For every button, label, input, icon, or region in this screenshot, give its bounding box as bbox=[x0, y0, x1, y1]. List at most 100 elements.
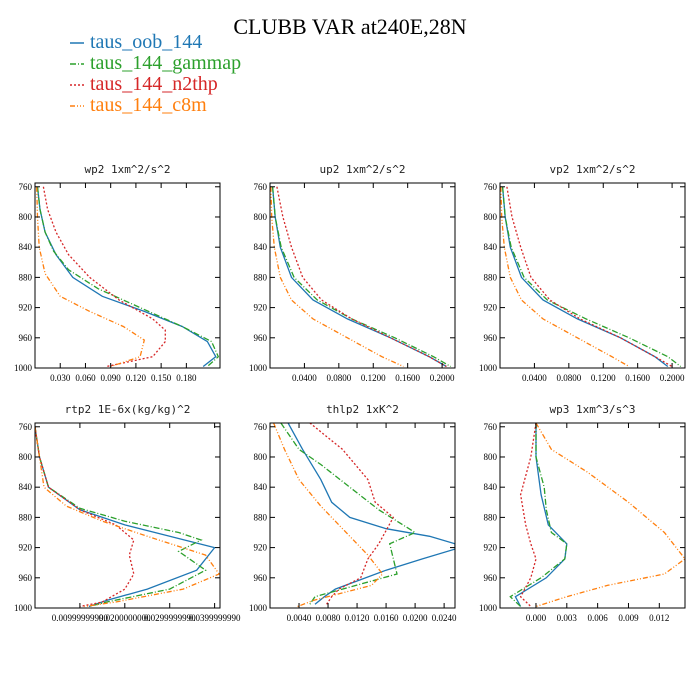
legend-label: taus_oob_144 bbox=[90, 31, 202, 53]
series-line bbox=[280, 423, 417, 605]
panel-title: up2 1xm^2/s^2 bbox=[319, 163, 405, 176]
panel-title: vp2 1xm^2/s^2 bbox=[549, 163, 635, 176]
x-tick-label: 0.0399999990 bbox=[189, 613, 241, 623]
x-tick-label: 0.1600 bbox=[395, 373, 420, 383]
x-tick-label: 0.0240 bbox=[432, 613, 457, 623]
x-tick-label: 0.006 bbox=[588, 613, 609, 623]
y-tick-label: 760 bbox=[254, 182, 268, 192]
series-line bbox=[276, 186, 447, 368]
y-tick-label: 960 bbox=[19, 573, 33, 583]
y-tick-label: 760 bbox=[254, 422, 268, 432]
x-tick-label: 0.2000 bbox=[660, 373, 685, 383]
y-tick-label: 840 bbox=[484, 482, 498, 492]
y-tick-label: 840 bbox=[254, 242, 268, 252]
y-tick-label: 920 bbox=[254, 543, 268, 553]
y-tick-label: 840 bbox=[254, 482, 268, 492]
series-line bbox=[36, 186, 220, 367]
series-line bbox=[42, 186, 166, 368]
plot-frame bbox=[499, 422, 686, 609]
y-tick-label: 880 bbox=[484, 512, 498, 522]
y-tick-label: 760 bbox=[19, 422, 33, 432]
panel-title: wp3 1xm^3/s^3 bbox=[549, 403, 635, 416]
x-tick-label: 0.150 bbox=[151, 373, 172, 383]
series-line bbox=[500, 186, 630, 368]
x-tick-label: 0.000 bbox=[526, 613, 547, 623]
y-tick-label: 800 bbox=[484, 452, 498, 462]
y-tick-label: 1000 bbox=[479, 603, 498, 613]
y-tick-label: 920 bbox=[254, 303, 268, 313]
series-line bbox=[271, 186, 447, 368]
series-line bbox=[35, 426, 220, 608]
series-line bbox=[272, 423, 384, 608]
x-tick-label: 0.1200 bbox=[591, 373, 616, 383]
x-tick-label: 0.0400 bbox=[292, 373, 317, 383]
y-tick-label: 880 bbox=[19, 272, 33, 282]
chart-panel: vp2 1xm^2/s^2 760 800 840 880 920 960 1000 0.040… bbox=[479, 163, 686, 383]
chart-panel: wp3 1xm^3/s^3 760 800 840 880 920 960 1000 0.000… bbox=[479, 403, 686, 623]
x-tick-label: 0.0800 bbox=[556, 373, 581, 383]
y-tick-label: 760 bbox=[484, 422, 498, 432]
chart-panel: rtp2 1E-6x(kg/kg)^2 760 800 840 880 920 960 100… bbox=[14, 403, 241, 623]
y-tick-label: 1000 bbox=[479, 363, 498, 373]
y-tick-label: 800 bbox=[254, 212, 268, 222]
x-tick-label: 0.0200000000 bbox=[99, 613, 151, 623]
series-line bbox=[519, 423, 537, 607]
x-tick-label: 0.030 bbox=[50, 373, 71, 383]
series-line bbox=[506, 186, 673, 368]
panel-title: thlp2 1xK^2 bbox=[326, 403, 399, 416]
x-tick-label: 0.00999999990 bbox=[52, 613, 109, 623]
x-tick-label: 0.120 bbox=[126, 373, 147, 383]
y-tick-label: 880 bbox=[254, 512, 268, 522]
series-line bbox=[501, 186, 669, 368]
x-tick-label: 0.0160 bbox=[374, 613, 399, 623]
x-tick-label: 0.0200 bbox=[403, 613, 428, 623]
series-line bbox=[270, 186, 404, 368]
series-line bbox=[36, 186, 146, 368]
series-line bbox=[287, 423, 455, 605]
x-tick-label: 0.0800 bbox=[326, 373, 351, 383]
x-tick-label: 0.0400 bbox=[522, 373, 547, 383]
plot-frame bbox=[269, 422, 456, 609]
panel-title: rtp2 1E-6x(kg/kg)^2 bbox=[65, 403, 191, 416]
legend: taus_oob_144taus_144_gammaptaus_144_n2th… bbox=[70, 31, 241, 116]
y-tick-label: 920 bbox=[484, 303, 498, 313]
y-tick-label: 960 bbox=[254, 573, 268, 583]
y-tick-label: 1000 bbox=[249, 603, 268, 613]
y-tick-label: 800 bbox=[484, 212, 498, 222]
x-tick-label: 0.090 bbox=[101, 373, 122, 383]
x-tick-label: 0.1200 bbox=[361, 373, 386, 383]
figure-title: CLUBB VAR at240E,28N bbox=[233, 14, 466, 39]
y-tick-label: 880 bbox=[254, 272, 268, 282]
x-tick-label: 0.009 bbox=[618, 613, 639, 623]
y-tick-label: 960 bbox=[484, 573, 498, 583]
x-tick-label: 0.0120 bbox=[345, 613, 370, 623]
series-line bbox=[509, 423, 568, 607]
series-line bbox=[35, 426, 207, 608]
x-tick-label: 0.180 bbox=[176, 373, 197, 383]
y-tick-label: 840 bbox=[484, 242, 498, 252]
series-line bbox=[309, 423, 395, 605]
plot-frame bbox=[34, 422, 221, 609]
series-line bbox=[271, 186, 452, 368]
series-line bbox=[35, 426, 135, 608]
y-tick-label: 840 bbox=[19, 242, 33, 252]
y-tick-label: 960 bbox=[254, 333, 268, 343]
y-tick-label: 960 bbox=[484, 333, 498, 343]
series-line bbox=[514, 423, 568, 607]
x-tick-label: 0.2000 bbox=[430, 373, 455, 383]
y-tick-label: 920 bbox=[19, 543, 33, 553]
x-tick-label: 0.060 bbox=[75, 373, 96, 383]
x-tick-label: 0.0040 bbox=[287, 613, 312, 623]
y-tick-label: 800 bbox=[19, 452, 33, 462]
y-tick-label: 880 bbox=[484, 272, 498, 282]
series-line bbox=[36, 186, 217, 368]
series-line bbox=[535, 423, 685, 608]
y-tick-label: 960 bbox=[19, 333, 33, 343]
legend-label: taus_144_n2thp bbox=[90, 73, 218, 95]
panels: wp2 1xm^2/s^2 760 800 840 880 920 960 1000 0.030… bbox=[14, 163, 686, 623]
y-tick-label: 920 bbox=[484, 543, 498, 553]
plot-frame bbox=[499, 182, 686, 369]
y-tick-label: 760 bbox=[484, 182, 498, 192]
chart-panel: up2 1xm^2/s^2 760 800 840 880 920 960 1000 0.040… bbox=[249, 163, 456, 383]
chart-panel: thlp2 1xK^2 760 800 840 880 920 960 1000 0.0040 0… bbox=[249, 403, 457, 623]
